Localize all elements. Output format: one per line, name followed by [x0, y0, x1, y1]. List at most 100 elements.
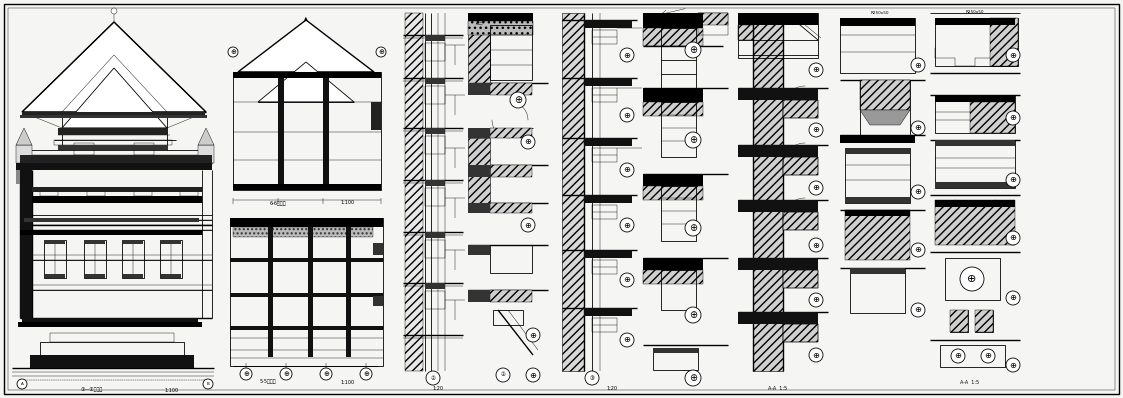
Bar [699, 13, 728, 25]
Bar [643, 174, 703, 186]
Bar [738, 13, 818, 25]
Bar [490, 203, 532, 213]
Bar [738, 25, 754, 40]
Bar [20, 155, 212, 163]
Circle shape [521, 218, 535, 232]
Bar [850, 268, 905, 313]
Circle shape [685, 307, 701, 323]
Bar [738, 13, 818, 58]
Bar [935, 200, 1015, 245]
Text: ⊕: ⊕ [283, 371, 289, 377]
Bar [16, 168, 20, 184]
Bar [232, 72, 381, 190]
Bar [975, 310, 993, 332]
Text: 1:20: 1:20 [606, 386, 618, 390]
Text: ⊕: ⊕ [230, 49, 236, 55]
Bar [468, 138, 490, 203]
Bar [424, 35, 445, 41]
Text: 1:100: 1:100 [341, 380, 355, 384]
Bar [643, 88, 703, 102]
Bar [230, 218, 383, 366]
Bar [230, 326, 383, 330]
Polygon shape [860, 110, 910, 125]
Bar [468, 128, 490, 138]
Bar [584, 308, 632, 316]
Bar [124, 274, 143, 278]
Circle shape [809, 238, 823, 252]
Text: ⊕: ⊕ [1010, 51, 1016, 59]
Bar [592, 318, 617, 332]
Circle shape [911, 185, 925, 199]
Polygon shape [258, 62, 354, 102]
Bar [58, 128, 168, 135]
Bar [371, 102, 381, 130]
Bar [180, 188, 198, 196]
Circle shape [620, 163, 634, 177]
Polygon shape [238, 20, 374, 72]
Circle shape [1006, 358, 1020, 372]
Circle shape [111, 8, 117, 14]
Bar [134, 188, 152, 196]
Circle shape [1006, 48, 1020, 62]
Bar [661, 102, 696, 157]
Bar [424, 86, 445, 104]
Text: ⊕: ⊕ [1010, 113, 1016, 123]
Bar [783, 100, 818, 118]
Bar [40, 342, 184, 355]
Bar [783, 212, 818, 230]
Circle shape [911, 58, 925, 72]
Text: ⊕: ⊕ [813, 240, 820, 250]
Bar [424, 188, 445, 206]
Bar [783, 212, 818, 230]
Bar [54, 140, 172, 145]
Bar [232, 184, 381, 190]
Text: ⊕: ⊕ [323, 371, 329, 377]
Bar [935, 140, 1015, 188]
Bar [20, 230, 202, 235]
Bar [20, 115, 207, 118]
Text: ⊕: ⊕ [688, 223, 697, 233]
Bar [468, 165, 490, 177]
Bar [323, 78, 329, 184]
Circle shape [620, 273, 634, 287]
Circle shape [809, 123, 823, 137]
Bar [490, 290, 532, 302]
Bar [661, 186, 696, 241]
Text: ⊕: ⊕ [623, 220, 630, 230]
Polygon shape [16, 128, 31, 145]
Text: ⊕: ⊕ [1010, 361, 1016, 369]
Text: ⊕: ⊕ [623, 275, 630, 285]
Bar [424, 283, 445, 289]
Text: ②: ② [501, 373, 505, 377]
Text: ⊕: ⊕ [688, 310, 697, 320]
Text: 1:100: 1:100 [165, 388, 179, 392]
Bar [584, 78, 632, 86]
Circle shape [982, 349, 995, 363]
Bar [950, 310, 968, 332]
Bar [935, 140, 1015, 146]
Circle shape [809, 181, 823, 195]
Text: ⊕: ⊕ [914, 123, 922, 133]
Bar [468, 13, 533, 21]
Bar [86, 188, 104, 196]
Bar [860, 80, 910, 110]
Bar [373, 243, 383, 255]
Text: 1:100: 1:100 [341, 201, 355, 205]
Circle shape [240, 368, 252, 380]
Text: ⊕: ⊕ [623, 336, 630, 345]
Bar [592, 148, 617, 162]
Text: ⊕: ⊕ [914, 187, 922, 197]
Polygon shape [16, 145, 31, 163]
Text: 5-5剖面图: 5-5剖面图 [259, 380, 276, 384]
Bar [22, 318, 198, 327]
Bar [643, 258, 703, 270]
Bar [738, 258, 818, 270]
Bar [424, 180, 445, 186]
Bar [940, 345, 1005, 367]
Bar [738, 200, 818, 212]
Circle shape [510, 92, 526, 108]
Bar [44, 240, 66, 278]
Bar [279, 78, 284, 184]
Text: ⊕: ⊕ [623, 166, 630, 174]
Bar [230, 218, 383, 227]
